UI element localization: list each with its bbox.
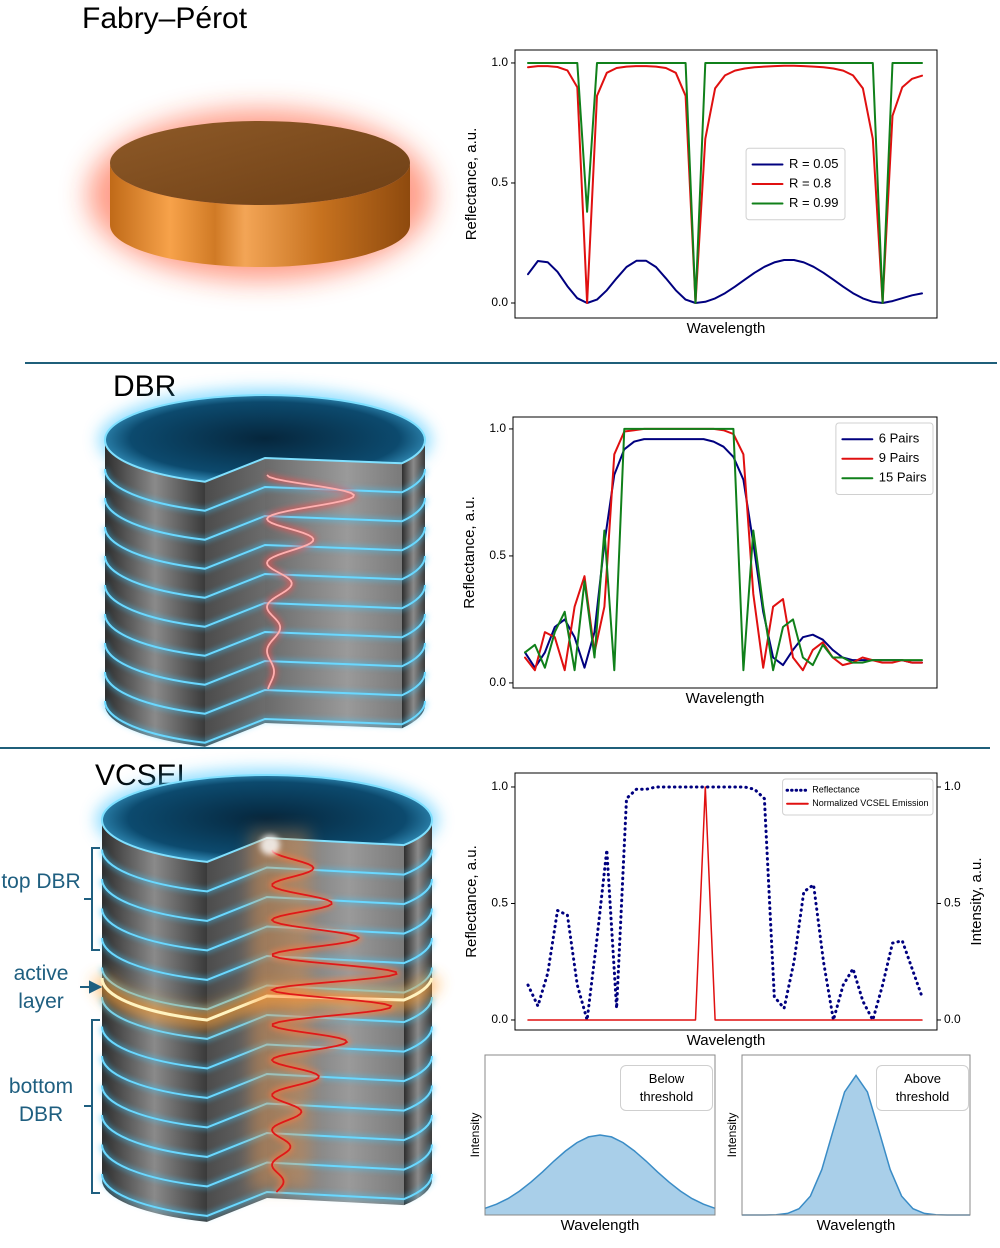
- legend-label: R = 0.99: [789, 195, 839, 210]
- y2-tick-label: 0.5: [944, 896, 961, 910]
- x-axis-label: Wavelength: [561, 1217, 640, 1234]
- layer: [101, 1026, 433, 1070]
- vcsel-stack: [93, 769, 440, 1222]
- annotation: Above threshold: [876, 1065, 969, 1111]
- side-label: bottom DBR: [8, 1075, 74, 1126]
- y-tick-label: 0.5: [491, 896, 508, 910]
- y-axis-label: Intensity: [468, 1113, 482, 1158]
- y-tick-label: 1.0: [491, 55, 508, 69]
- plot-border: [741, 1054, 971, 1216]
- section-title: Fabry–Pérot: [82, 2, 248, 35]
- legend: Reflectance Normalized VCSEL Emission: [782, 778, 934, 816]
- plot-border: [514, 772, 938, 1031]
- plot-border: [514, 49, 938, 319]
- annotation: Below threshold: [620, 1065, 713, 1111]
- layer: [101, 908, 433, 952]
- legend-label: 15 Pairs: [879, 470, 927, 485]
- y2-axis-label: Intensity, a.u.: [968, 857, 985, 945]
- line-series: [527, 64, 923, 304]
- legend-label: R = 0.05: [789, 156, 839, 171]
- layer: [101, 1173, 433, 1217]
- y-tick-label: 1.0: [489, 421, 506, 435]
- y-tick-label: 0.0: [491, 295, 508, 309]
- y-tick-label: 0.0: [489, 675, 506, 689]
- layer: [104, 526, 426, 570]
- y-axis-label: Reflectance, a.u.: [461, 496, 478, 609]
- area-fill: [485, 1135, 715, 1215]
- area-fill: [742, 1075, 970, 1215]
- y-tick-label: 1.0: [491, 779, 508, 793]
- line-series: [527, 259, 923, 304]
- legend: 6 Pairs 9 Pairs 15 Pairs: [835, 422, 934, 495]
- legend: R = 0.05 R = 0.8 R = 0.99: [745, 147, 846, 221]
- line-series: [527, 786, 923, 1021]
- layer: [104, 642, 426, 686]
- legend-box: [745, 147, 846, 221]
- x-axis-label: Wavelength: [687, 320, 766, 337]
- y-tick-label: 0.0: [491, 1012, 508, 1026]
- legend-box: [835, 422, 934, 495]
- y2-tick-label: 1.0: [944, 779, 961, 793]
- cut-face: [205, 458, 265, 747]
- wave: [265, 474, 355, 690]
- area-edge: [742, 1074, 970, 1216]
- layer: [101, 1085, 433, 1129]
- y-axis-label: Reflectance, a.u.: [463, 128, 480, 241]
- legend-label: Normalized VCSEL Emission: [812, 798, 928, 808]
- layer: [101, 1144, 433, 1188]
- outer-left: [105, 440, 205, 747]
- side-label: top DBR: [1, 870, 81, 893]
- layer: [104, 700, 426, 744]
- line-series: [526, 785, 924, 1022]
- y-axis-label: Reflectance, a.u.: [463, 845, 480, 958]
- line-series: [524, 427, 923, 672]
- plot-border: [512, 416, 938, 689]
- plot-border: [484, 1054, 716, 1216]
- layer: [104, 468, 426, 512]
- layer: [101, 1114, 433, 1158]
- layer: [101, 1055, 433, 1099]
- layer: [101, 996, 433, 1040]
- layer: [104, 613, 426, 657]
- layer: [101, 878, 433, 922]
- emission-spark: [260, 835, 280, 855]
- layer: [104, 584, 426, 628]
- top: [101, 774, 433, 863]
- active-layer: [100, 977, 434, 1022]
- section-title: DBR: [113, 370, 176, 403]
- legend-box: [782, 778, 934, 816]
- area-edge: [484, 1134, 716, 1210]
- side-label: active layer: [13, 962, 69, 1013]
- layer: [101, 849, 433, 893]
- x-axis-label: Wavelength: [686, 690, 765, 707]
- legend-label: Reflectance: [812, 785, 860, 795]
- legend-label: 6 Pairs: [879, 431, 920, 446]
- y-tick-label: 0.5: [489, 548, 506, 562]
- x-axis-label: Wavelength: [687, 1032, 766, 1049]
- layer: [101, 937, 433, 981]
- dbr-stack: [99, 389, 431, 747]
- legend-label: 9 Pairs: [879, 450, 920, 465]
- legend-label: R = 0.8: [789, 175, 831, 190]
- layer: [104, 497, 426, 541]
- layer: [104, 671, 426, 715]
- x-axis-label: Wavelength: [817, 1217, 896, 1234]
- top: [104, 394, 426, 483]
- line-series: [527, 62, 923, 304]
- wave: [269, 849, 398, 1193]
- layer: [104, 555, 426, 599]
- brackets: [80, 847, 103, 1194]
- y2-tick-label: 0.0: [944, 1012, 961, 1026]
- fabry-perot-disc: [88, 110, 432, 280]
- y-tick-label: 0.5: [491, 175, 508, 189]
- y-axis-label: Intensity: [725, 1113, 739, 1158]
